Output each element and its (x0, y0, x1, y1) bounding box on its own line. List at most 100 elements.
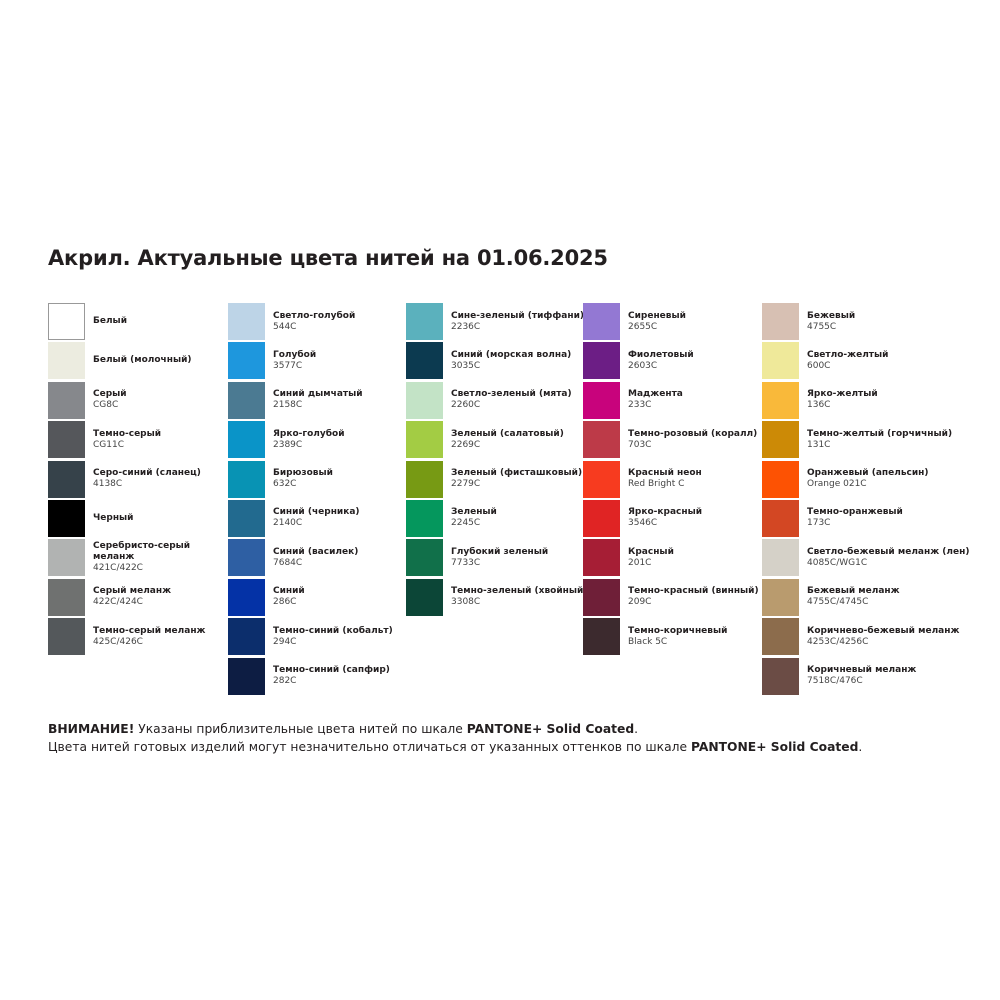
color-item: Черный (48, 499, 228, 539)
color-column: Белый Белый (молочный) Серый CG8C Темно-серы… (48, 303, 228, 658)
color-swatch (406, 381, 443, 419)
color-item: Темно-синий (кобальт) 294C (228, 618, 408, 657)
color-label: Темно-желтый (горчичный) 131C (807, 421, 952, 458)
color-label: Глубокий зеленый 7733C (451, 539, 548, 576)
color-swatch (48, 421, 85, 459)
color-label: Светло-желтый 600C (807, 342, 888, 379)
color-swatch (228, 618, 265, 656)
color-swatch (583, 499, 620, 537)
color-swatch (48, 578, 85, 616)
color-label: Серый меланж 422C/424C (93, 579, 171, 616)
color-label: Темно-коричневый Black 5C (628, 618, 727, 655)
disclaimer-notes: ВНИМАНИЕ! Указаны приблизительные цвета … (48, 720, 862, 756)
color-swatch (762, 421, 799, 459)
pantone-code: 4085C/WG1C (807, 557, 868, 568)
color-swatch (228, 578, 265, 616)
color-name: Оранжевый (апельсин) (807, 468, 929, 479)
color-item: Серый CG8C (48, 381, 228, 421)
disclaimer-line-1: ВНИМАНИЕ! Указаны приблизительные цвета … (48, 720, 862, 738)
color-item: Серо-синий (сланец) 4138C (48, 460, 228, 500)
color-label: Голубой 3577C (273, 342, 316, 379)
color-item: Светло-желтый 600C (762, 342, 942, 381)
color-swatch (228, 381, 265, 419)
color-column: Сине-зеленый (тиффани) 2236C Синий (морска… (406, 303, 587, 618)
color-label: Темно-оранжевый 173C (807, 500, 903, 537)
color-name: Ярко-красный (628, 507, 703, 518)
color-swatch (48, 342, 85, 380)
color-label: Бежевый меланж 4755C/4745C (807, 579, 900, 616)
color-item: Белый (молочный) (48, 342, 228, 381)
color-swatch (583, 421, 620, 459)
color-swatch (406, 499, 443, 537)
pantone-code: 544C (273, 321, 297, 332)
color-name: Светло-зеленый (мята) (451, 389, 572, 400)
color-label: Серебристо-серый меланж 421C/422C (93, 539, 203, 576)
color-name: Коричнево-бежевый меланж (807, 625, 960, 636)
color-swatch (583, 460, 620, 498)
pantone-code: Orange 021C (807, 479, 867, 490)
color-item: Темно-оранжевый 173C (762, 499, 942, 539)
color-item: Зеленый (фисташковый) 2279C (406, 460, 586, 500)
color-label: Ярко-желтый 136C (807, 382, 878, 419)
pantone-code: Black 5C (628, 636, 668, 647)
color-name: Белый (молочный) (93, 355, 192, 366)
color-item: Темно-синий (сапфир) 282C (228, 657, 408, 697)
color-name: Синий дымчатый (273, 389, 363, 400)
color-swatch (406, 460, 443, 498)
color-name: Синий (черника) (273, 507, 360, 518)
color-name: Бежевый меланж (807, 586, 900, 597)
color-label: Синий (черника) 2140C (273, 500, 360, 537)
color-label: Светло-зеленый (мята) 2260C (451, 382, 572, 419)
color-name: Серый (93, 389, 127, 400)
color-name: Серо-синий (сланец) (93, 468, 201, 479)
color-label: Красный неон Red Bright C (628, 461, 702, 498)
color-swatch (406, 342, 443, 380)
pantone-code: 2140C (273, 518, 303, 529)
pantone-code: 2655C (628, 321, 658, 332)
color-label: Бирюзовый 632C (273, 461, 333, 498)
color-item: Бежевый 4755C (762, 303, 942, 342)
pantone-code: 2389C (273, 439, 303, 450)
color-name: Светло-бежевый меланж (лен) (807, 546, 970, 557)
pantone-code: 4253C/4256C (807, 636, 869, 647)
color-item: Синий (морская волна) 3035C (406, 342, 586, 381)
pantone-code: 7684C (273, 557, 303, 568)
pantone-code: 2260C (451, 400, 481, 411)
color-name: Зеленый (фисташковый) (451, 468, 583, 479)
color-item: Зеленый (салатовый) 2269C (406, 421, 586, 460)
color-swatch (406, 421, 443, 459)
color-label: Светло-бежевый меланж (лен) 4085C/WG1C (807, 539, 969, 576)
color-label: Зеленый (фисташковый) 2279C (451, 461, 582, 498)
pantone-code: 131C (807, 439, 831, 450)
pantone-code: 600C (807, 360, 831, 371)
color-swatch (48, 460, 85, 498)
color-label: Синий дымчатый 2158C (273, 382, 363, 419)
pantone-code: 2158C (273, 400, 303, 411)
color-name: Серый меланж (93, 586, 172, 597)
color-item: Темно-красный (винный) 209C (583, 578, 763, 618)
color-swatch (762, 460, 799, 498)
color-name: Темно-синий (сапфир) (273, 665, 390, 676)
color-item: Красный неон Red Bright C (583, 460, 763, 500)
color-item: Темно-серый CG11C (48, 421, 228, 460)
pantone-code: 136C (807, 400, 831, 411)
color-label: Темно-серый CG11C (93, 421, 161, 458)
color-label: Ярко-голубой 2389C (273, 421, 345, 458)
color-swatch (48, 303, 85, 340)
color-label: Темно-розовый (коралл) 703C (628, 421, 757, 458)
pantone-code: 233C (628, 400, 652, 411)
color-name: Сиреневый (628, 310, 686, 321)
color-name: Черный (93, 512, 134, 523)
note-end: . (858, 740, 863, 754)
color-label: Синий (василек) 7684C (273, 539, 358, 576)
color-label: Синий 286C (273, 579, 305, 616)
color-name: Красный (628, 546, 674, 557)
pantone-code: 2279C (451, 479, 481, 490)
color-name: Светло-голубой (273, 310, 356, 321)
color-name: Бежевый (807, 310, 856, 321)
color-item: Темно-желтый (горчичный) 131C (762, 421, 952, 460)
color-item: Бирюзовый 632C (228, 460, 408, 500)
color-name: Темно-серый (93, 428, 162, 439)
color-name: Коричневый меланж (807, 665, 917, 676)
color-swatch (406, 303, 443, 340)
